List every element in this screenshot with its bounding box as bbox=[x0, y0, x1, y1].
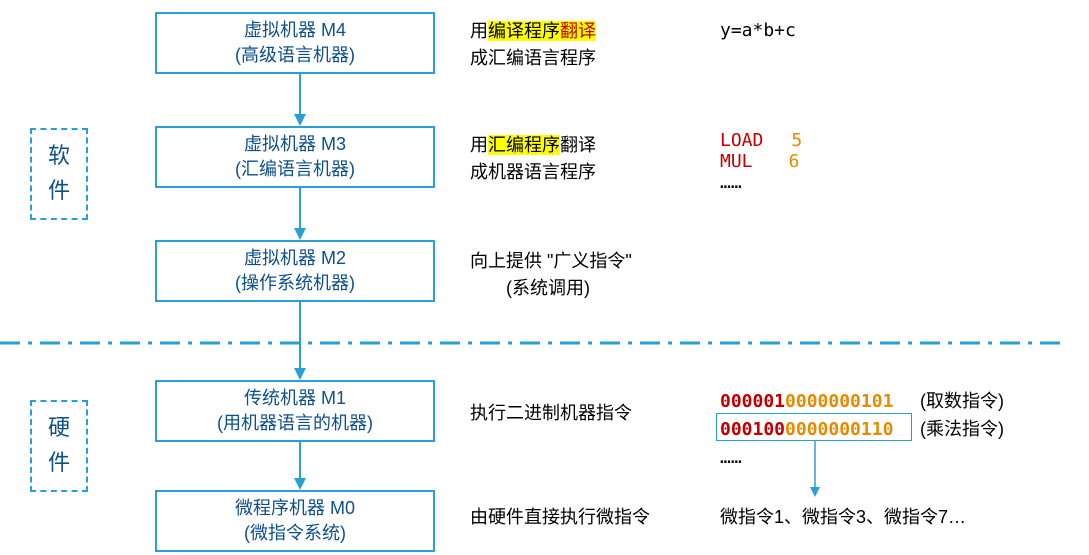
diagram-root: 软 件 硬 件 虚拟机器 M4 (高级语言机器) 虚拟机器 M3 (汇编语言机器… bbox=[0, 0, 1089, 555]
asm-0-mn: LOAD bbox=[720, 130, 763, 151]
side-label-software: 软 件 bbox=[30, 128, 88, 220]
bin-more: …… bbox=[720, 447, 742, 468]
arrow-m1-m0 bbox=[290, 442, 310, 490]
annot-m3-hl: 汇编程序 bbox=[488, 135, 560, 155]
arrow-m4-m3 bbox=[290, 74, 310, 126]
side-label-hardware: 硬 件 bbox=[30, 400, 88, 492]
side-label-hardware-1: 硬 bbox=[48, 415, 70, 440]
code-assembly: LOAD 5 MUL 6 …… bbox=[720, 130, 802, 193]
annot-m3-post: 翻译 bbox=[560, 135, 596, 155]
box-m0-title: 微程序机器 M0 bbox=[235, 498, 355, 518]
box-m3-sub: (汇编语言机器) bbox=[235, 159, 355, 179]
annot-m3-l2: 成机器语言程序 bbox=[470, 162, 596, 182]
bin-0-comment: (取数指令) bbox=[920, 391, 1004, 411]
side-label-software-1: 软 bbox=[48, 143, 70, 168]
box-m0-sub: (微指令系统) bbox=[244, 523, 346, 543]
annot-m4-red: 翻译 bbox=[560, 21, 596, 41]
annot-m4: 用编译程序翻译 成汇编语言程序 bbox=[470, 18, 596, 72]
side-label-hardware-2: 件 bbox=[48, 450, 70, 475]
asm-1-op: 6 bbox=[789, 151, 800, 172]
code-micro: 微指令1、微指令3、微指令7… bbox=[720, 504, 966, 531]
box-m2: 虚拟机器 M2 (操作系统机器) bbox=[155, 240, 435, 302]
bin-0-op: 000001 bbox=[720, 391, 785, 412]
box-m3: 虚拟机器 M3 (汇编语言机器) bbox=[155, 126, 435, 188]
box-m4-title: 虚拟机器 M4 bbox=[244, 20, 346, 40]
annot-m4-pre: 用 bbox=[470, 21, 488, 41]
annot-m0-l1: 由硬件直接执行微指令 bbox=[470, 507, 650, 527]
box-m2-sub: (操作系统机器) bbox=[235, 273, 355, 293]
code-high-level: y=a*b+c bbox=[720, 20, 796, 41]
box-m4: 虚拟机器 M4 (高级语言机器) bbox=[155, 12, 435, 74]
binary-highlight-box bbox=[716, 413, 912, 441]
box-m1: 传统机器 M1 (用机器语言的机器) bbox=[155, 380, 435, 442]
asm-0-op: 5 bbox=[791, 130, 802, 151]
divider-line bbox=[0, 338, 1060, 348]
bin-0-ad: 0000000101 bbox=[785, 391, 893, 412]
box-m0: 微程序机器 M0 (微指令系统) bbox=[155, 490, 435, 552]
annot-m0: 由硬件直接执行微指令 bbox=[470, 504, 650, 531]
asm-more: …… bbox=[720, 172, 742, 193]
annot-m1: 执行二进制机器指令 bbox=[470, 400, 632, 427]
asm-1-mn: MUL bbox=[720, 151, 753, 172]
arrow-instr-micro bbox=[805, 441, 825, 497]
arrow-m3-m2 bbox=[290, 188, 310, 240]
annot-m3-pre: 用 bbox=[470, 135, 488, 155]
bin-comments: (取数指令) (乘法指令) bbox=[920, 388, 1004, 444]
box-m4-sub: (高级语言机器) bbox=[235, 45, 355, 65]
code-high-level-text: y=a*b+c bbox=[720, 20, 796, 41]
annot-m2: 向上提供 "广义指令" (系统调用) bbox=[470, 248, 632, 302]
bin-1-comment: (乘法指令) bbox=[920, 419, 1004, 439]
code-micro-text: 微指令1、微指令3、微指令7… bbox=[720, 507, 966, 527]
box-m1-sub: (用机器语言的机器) bbox=[217, 413, 373, 433]
annot-m4-l2: 成汇编语言程序 bbox=[470, 48, 596, 68]
box-m1-title: 传统机器 M1 bbox=[244, 388, 346, 408]
box-m3-title: 虚拟机器 M3 bbox=[244, 134, 346, 154]
annot-m4-hl: 编译程序 bbox=[488, 21, 560, 41]
annot-m1-l1: 执行二进制机器指令 bbox=[470, 403, 632, 423]
annot-m3: 用汇编程序翻译 成机器语言程序 bbox=[470, 132, 596, 186]
annot-m2-l1: 向上提供 "广义指令" bbox=[470, 251, 632, 271]
side-label-software-2: 件 bbox=[48, 178, 70, 203]
annot-m2-l2: (系统调用) bbox=[470, 278, 590, 298]
box-m2-title: 虚拟机器 M2 bbox=[244, 248, 346, 268]
